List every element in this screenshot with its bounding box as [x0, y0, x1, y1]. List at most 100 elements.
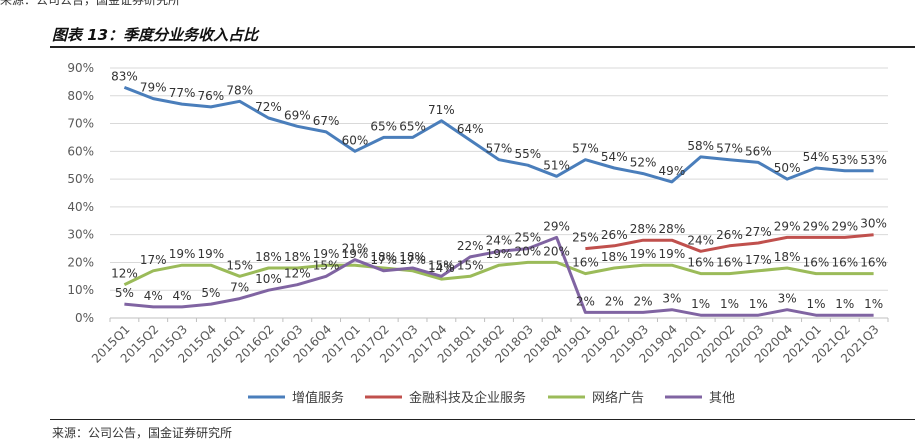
data-label: 55%: [514, 147, 541, 161]
data-label: 71%: [428, 103, 455, 117]
data-label: 69%: [284, 108, 311, 122]
data-label: 65%: [370, 119, 397, 133]
figure-title: 图表 13：季度分业务收入占比: [52, 26, 259, 44]
series-line-1: [585, 233, 874, 253]
legend: 增值服务 金融科技及企业服务 网络广告 其他: [248, 390, 735, 406]
series-lines: [123, 86, 874, 317]
data-label: 19%: [169, 247, 196, 261]
data-label: 76%: [198, 89, 225, 103]
y-tick-label: 40%: [67, 200, 94, 214]
data-label: 22%: [457, 239, 484, 253]
data-label: 17%: [140, 253, 167, 267]
data-label: 14%: [428, 261, 455, 275]
legend-label-0: 增值服务: [292, 390, 344, 406]
data-label: 4%: [173, 289, 192, 303]
data-label: 77%: [169, 86, 196, 100]
data-label: 1%: [835, 297, 854, 311]
data-label: 18%: [284, 250, 311, 264]
data-label: 2%: [634, 294, 653, 308]
y-tick-label: 0%: [75, 311, 94, 325]
figure-title-row: 图表 13：季度分业务收入占比: [0, 24, 915, 46]
data-label: 79%: [140, 81, 167, 95]
data-label: 60%: [342, 133, 369, 147]
data-label: 29%: [543, 219, 570, 233]
data-label: 21%: [342, 242, 369, 256]
data-label: 5%: [201, 286, 220, 300]
data-label: 19%: [630, 247, 657, 261]
data-label: 29%: [831, 219, 858, 233]
data-label: 19%: [486, 247, 513, 261]
data-label: 16%: [803, 256, 830, 270]
data-label: 16%: [572, 256, 599, 270]
data-label: 58%: [687, 139, 714, 153]
data-label: 16%: [716, 256, 743, 270]
data-label: 1%: [749, 297, 768, 311]
data-label: 20%: [543, 244, 570, 258]
data-label: 49%: [659, 164, 686, 178]
data-label: 18%: [255, 250, 282, 264]
data-label: 54%: [601, 150, 628, 164]
data-label: 17%: [745, 253, 772, 267]
data-label: 57%: [716, 142, 743, 156]
data-label: 18%: [601, 250, 628, 264]
data-label: 15%: [313, 258, 340, 272]
data-label: 53%: [831, 153, 858, 167]
data-label: 19%: [198, 247, 225, 261]
data-label: 72%: [255, 100, 282, 114]
data-label: 16%: [831, 256, 858, 270]
y-axis-ticks: 0% 10% 20% 30% 40% 50% 60% 70% 80% 90%: [67, 61, 94, 325]
data-label: 25%: [514, 231, 541, 245]
data-label: 78%: [226, 83, 253, 97]
data-label: 26%: [716, 228, 743, 242]
data-label: 57%: [486, 142, 513, 156]
data-label: 1%: [806, 297, 825, 311]
data-label: 3%: [778, 292, 797, 306]
data-label: 30%: [860, 217, 887, 231]
data-label: 52%: [630, 156, 657, 170]
data-label: 16%: [687, 256, 714, 270]
y-tick-label: 80%: [67, 89, 94, 103]
y-tick-label: 20%: [67, 255, 94, 269]
data-label: 67%: [313, 114, 340, 128]
y-tick-label: 70%: [67, 117, 94, 131]
data-label: 10%: [255, 272, 282, 286]
x-axis-ticks: 2015Q12015Q22015Q32015Q42016Q12016Q22016…: [89, 318, 889, 366]
gridlines: [110, 67, 888, 319]
data-label: 50%: [774, 161, 801, 175]
data-label: 19%: [342, 247, 369, 261]
legend-label-1: 金融科技及企业服务: [409, 390, 526, 406]
data-label: 83%: [111, 69, 138, 83]
data-label: 4%: [144, 289, 163, 303]
title-rule: [50, 46, 915, 48]
data-label: 19%: [659, 247, 686, 261]
y-tick-label: 50%: [67, 172, 94, 186]
data-label: 15%: [457, 258, 484, 272]
data-label: 12%: [111, 267, 138, 281]
data-label: 28%: [659, 222, 686, 236]
data-label: 54%: [803, 150, 830, 164]
data-label: 24%: [687, 233, 714, 247]
data-label: 2%: [576, 294, 595, 308]
data-label: 28%: [630, 222, 657, 236]
data-label: 65%: [399, 119, 426, 133]
data-label: 25%: [572, 231, 599, 245]
data-label: 3%: [662, 292, 681, 306]
data-label: 12%: [284, 267, 311, 281]
series-line-2: [123, 260, 874, 287]
data-label: 19%: [313, 247, 340, 261]
data-label: 1%: [691, 297, 710, 311]
data-label: 16%: [860, 256, 887, 270]
data-label: 17%: [370, 253, 397, 267]
data-label: 15%: [226, 258, 253, 272]
data-label: 29%: [774, 219, 801, 233]
data-label: 17%: [399, 253, 426, 267]
footer-rule: [50, 419, 915, 420]
data-label: 18%: [774, 250, 801, 264]
top-source-note: 来源：公司公告，国金证券研究所: [0, 0, 181, 7]
data-label: 64%: [457, 122, 484, 136]
legend-label-3: 其他: [709, 391, 735, 406]
data-label: 56%: [745, 144, 772, 158]
data-label: 1%: [720, 297, 739, 311]
data-label: 5%: [115, 286, 134, 300]
data-labels: 83%79% 77% 76% 78%72%69% 67%60%65% 65%71%64%5…: [111, 69, 887, 311]
